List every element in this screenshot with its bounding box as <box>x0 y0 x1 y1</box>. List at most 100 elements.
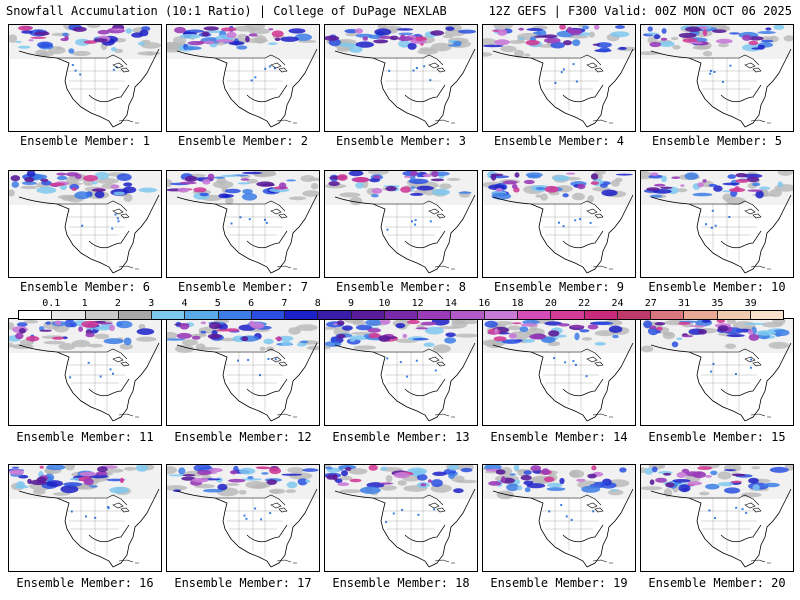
scale-tick-label: 31 <box>678 298 691 309</box>
color-scale: 0.1 1 2 3 4 5 6 7 8 9 10 12 14 16 18 20 22 24 27 31 35 39 <box>18 298 784 320</box>
panel-label: Ensemble Member: 13 <box>332 430 470 444</box>
scale-swatch <box>351 311 385 319</box>
scale-swatch <box>19 311 53 319</box>
scale-swatch <box>251 311 286 319</box>
panel-label: Ensemble Member: 19 <box>490 576 628 590</box>
map-svg <box>9 465 161 571</box>
chart-title: Snowfall Accumulation (10:1 Ratio) | Col… <box>6 4 447 18</box>
map-panel-member-5 <box>640 24 794 132</box>
scale-swatch <box>484 311 518 319</box>
color-scale-bar <box>18 310 784 320</box>
scale-tick-label: 2 <box>114 298 121 309</box>
scale-tick-label: 4 <box>181 298 188 309</box>
panel-label: Ensemble Member: 15 <box>648 430 786 444</box>
map-svg <box>325 319 477 425</box>
panel-label: Ensemble Member: 2 <box>177 134 309 148</box>
scale-tick-label: 22 <box>578 298 591 309</box>
map-svg <box>641 25 793 131</box>
scale-tick-label: 3 <box>148 298 155 309</box>
scale-tick-label: 7 <box>281 298 288 309</box>
map-svg <box>325 25 477 131</box>
map-svg <box>9 171 161 277</box>
panel-label: Ensemble Member: 12 <box>174 430 312 444</box>
panel-label: Ensemble Member: 3 <box>335 134 467 148</box>
scale-swatch <box>551 311 585 319</box>
scale-swatch <box>584 311 618 319</box>
map-panel-member-6 <box>8 170 162 278</box>
panel-label: Ensemble Member: 5 <box>651 134 783 148</box>
panel-label: Ensemble Member: 4 <box>493 134 625 148</box>
panel-label: Ensemble Member: 18 <box>332 576 470 590</box>
map-panel-member-12 <box>166 318 320 426</box>
map-svg <box>483 25 635 131</box>
panel-label: Ensemble Member: 14 <box>490 430 628 444</box>
map-panel-member-9 <box>482 170 636 278</box>
scale-swatch <box>85 311 119 319</box>
scale-tick-label: 8 <box>314 298 321 309</box>
map-svg <box>167 25 319 131</box>
map-panel-member-20 <box>640 464 794 572</box>
map-svg <box>483 171 635 277</box>
map-panel-member-3 <box>324 24 478 132</box>
scale-tick-label: 27 <box>644 298 657 309</box>
scale-swatch <box>52 311 86 319</box>
map-panel-member-19 <box>482 464 636 572</box>
map-panel-member-4 <box>482 24 636 132</box>
scale-swatch <box>218 311 252 319</box>
scale-swatch <box>152 311 186 319</box>
panel-label: Ensemble Member: 9 <box>493 280 625 294</box>
scale-swatch <box>684 311 718 319</box>
map-panel-member-7 <box>166 170 320 278</box>
map-svg <box>167 319 319 425</box>
scale-tick-label: 9 <box>348 298 355 309</box>
scale-tick-label: 35 <box>711 298 724 309</box>
map-panel-member-1 <box>8 24 162 132</box>
panel-label: Ensemble Member: 1 <box>19 134 151 148</box>
map-svg <box>483 465 635 571</box>
scale-tick-label: 5 <box>214 298 221 309</box>
panel-label: Ensemble Member: 6 <box>19 280 151 294</box>
scale-tick-label: 18 <box>511 298 524 309</box>
map-svg <box>325 171 477 277</box>
scale-swatch <box>318 311 352 319</box>
scale-swatch <box>285 311 319 319</box>
scale-tick-label: 39 <box>744 298 757 309</box>
scale-swatch <box>384 311 419 319</box>
scale-tick-label: 0.1 <box>42 298 61 309</box>
map-panel-member-13 <box>324 318 478 426</box>
panel-label: Ensemble Member: 8 <box>335 280 467 294</box>
map-svg <box>483 319 635 425</box>
map-panel-member-2 <box>166 24 320 132</box>
scale-swatch <box>750 311 784 319</box>
map-panel-member-16 <box>8 464 162 572</box>
map-svg <box>641 171 793 277</box>
scale-tick-label: 20 <box>544 298 557 309</box>
panel-label: Ensemble Member: 16 <box>16 576 154 590</box>
panel-label: Ensemble Member: 10 <box>648 280 786 294</box>
map-panel-member-15 <box>640 318 794 426</box>
map-svg <box>167 465 319 571</box>
run-valid-time: 12Z GEFS | F300 Valid: 00Z MON OCT 06 20… <box>488 4 792 18</box>
map-panel-member-8 <box>324 170 478 278</box>
map-svg <box>325 465 477 571</box>
map-svg <box>9 319 161 425</box>
panel-label: Ensemble Member: 20 <box>648 576 786 590</box>
scale-tick-label: 6 <box>248 298 255 309</box>
panel-label: Ensemble Member: 11 <box>16 430 154 444</box>
map-panel-member-11 <box>8 318 162 426</box>
map-svg <box>641 319 793 425</box>
scale-tick-label: 24 <box>611 298 624 309</box>
map-svg <box>9 25 161 131</box>
scale-swatch <box>717 311 751 319</box>
map-panel-member-17 <box>166 464 320 572</box>
map-panel-member-10 <box>640 170 794 278</box>
panel-label: Ensemble Member: 17 <box>174 576 312 590</box>
map-panel-member-14 <box>482 318 636 426</box>
scale-tick-label: 12 <box>411 298 424 309</box>
scale-swatch <box>451 311 485 319</box>
map-panel-member-18 <box>324 464 478 572</box>
panel-label: Ensemble Member: 7 <box>177 280 309 294</box>
scale-swatch <box>185 311 219 319</box>
scale-swatch <box>418 311 452 319</box>
scale-swatch <box>651 311 685 319</box>
